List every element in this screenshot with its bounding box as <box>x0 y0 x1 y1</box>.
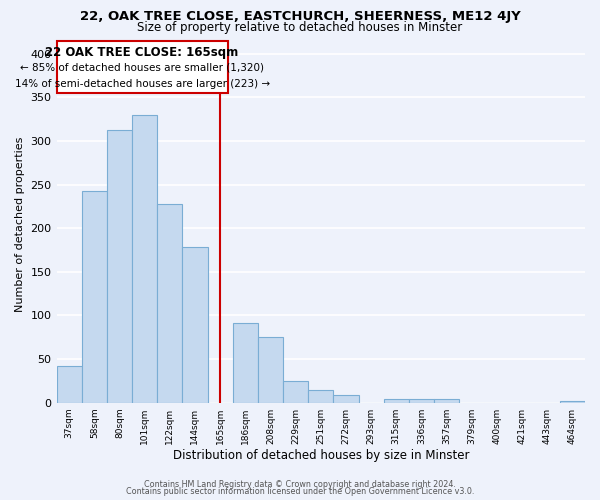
Text: Contains HM Land Registry data © Crown copyright and database right 2024.: Contains HM Land Registry data © Crown c… <box>144 480 456 489</box>
Bar <box>560 401 585 402</box>
Bar <box>233 324 258 402</box>
Bar <box>409 399 434 402</box>
Bar <box>334 395 359 402</box>
Text: Contains public sector information licensed under the Open Government Licence v3: Contains public sector information licen… <box>126 488 474 496</box>
Bar <box>308 390 334 402</box>
Bar <box>434 399 459 402</box>
Text: 22 OAK TREE CLOSE: 165sqm: 22 OAK TREE CLOSE: 165sqm <box>46 46 239 59</box>
Text: 22, OAK TREE CLOSE, EASTCHURCH, SHEERNESS, ME12 4JY: 22, OAK TREE CLOSE, EASTCHURCH, SHEERNES… <box>80 10 520 23</box>
Bar <box>157 204 182 402</box>
Text: Size of property relative to detached houses in Minster: Size of property relative to detached ho… <box>137 21 463 34</box>
Y-axis label: Number of detached properties: Number of detached properties <box>15 136 25 312</box>
Text: ← 85% of detached houses are smaller (1,320): ← 85% of detached houses are smaller (1,… <box>20 63 264 73</box>
Bar <box>383 399 409 402</box>
Bar <box>182 246 208 402</box>
Bar <box>56 40 227 93</box>
Bar <box>283 381 308 402</box>
Bar <box>132 115 157 403</box>
Bar <box>56 366 82 403</box>
Bar <box>258 338 283 402</box>
Bar <box>107 130 132 402</box>
X-axis label: Distribution of detached houses by size in Minster: Distribution of detached houses by size … <box>173 450 469 462</box>
Bar <box>82 190 107 402</box>
Text: 14% of semi-detached houses are larger (223) →: 14% of semi-detached houses are larger (… <box>14 78 269 88</box>
